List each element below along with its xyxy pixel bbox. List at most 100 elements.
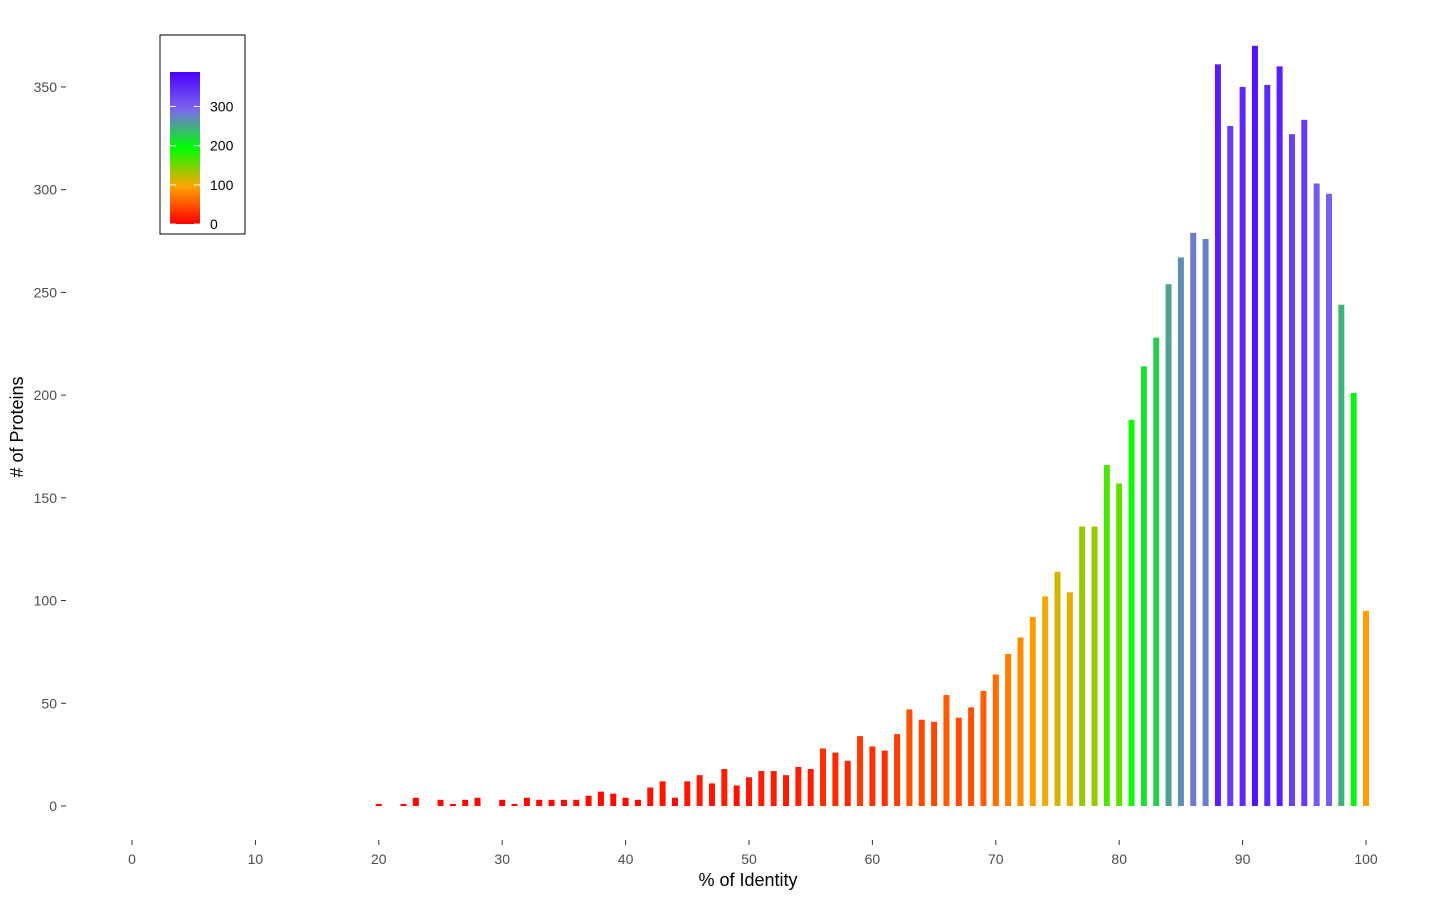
bar	[1177, 257, 1184, 806]
bar	[1190, 232, 1197, 806]
y-tick-label: 250	[34, 284, 58, 300]
bar	[375, 803, 382, 806]
x-axis-title: % of Identity	[698, 870, 797, 890]
bar	[1066, 592, 1073, 806]
bar	[1029, 616, 1036, 806]
bar	[1363, 610, 1369, 806]
bar	[610, 793, 617, 806]
x-tick-label: 80	[1111, 851, 1127, 867]
y-tick-label: 300	[34, 182, 58, 198]
x-tick-label: 70	[988, 851, 1004, 867]
bar	[783, 775, 790, 806]
bar	[708, 783, 715, 806]
bar	[1202, 238, 1209, 806]
bar	[1042, 596, 1049, 806]
x-tick-label: 0	[128, 851, 136, 867]
bar	[857, 736, 864, 806]
bar	[795, 766, 802, 806]
x-tick-label: 40	[618, 851, 634, 867]
bar	[1005, 653, 1012, 806]
bar	[992, 674, 999, 806]
bar	[1288, 134, 1295, 807]
bar	[918, 719, 925, 806]
x-tick-label: 60	[865, 851, 881, 867]
x-tick-label: 10	[248, 851, 264, 867]
bar	[536, 799, 543, 806]
bar	[832, 752, 839, 806]
bar	[499, 799, 506, 806]
bar	[1091, 526, 1098, 806]
bar	[770, 771, 777, 806]
bar	[894, 734, 901, 806]
colorbar-label: 0	[210, 216, 218, 232]
bar	[437, 799, 444, 806]
bar	[400, 803, 407, 806]
bar	[647, 787, 654, 806]
bar	[1140, 366, 1147, 806]
x-tick-label: 100	[1354, 851, 1378, 867]
bar	[820, 748, 827, 806]
bar	[943, 695, 950, 806]
bar	[881, 750, 888, 806]
bar	[462, 799, 469, 806]
bar	[1264, 84, 1271, 807]
bar	[955, 717, 962, 806]
colorbar-label: 300	[210, 98, 234, 114]
bar	[560, 799, 567, 806]
bar	[585, 795, 592, 806]
bar	[684, 781, 691, 806]
bar	[548, 799, 555, 806]
bar	[1301, 119, 1308, 806]
bar	[1116, 483, 1123, 806]
bar	[1079, 526, 1086, 806]
bar	[1214, 64, 1221, 806]
bar	[597, 791, 604, 806]
bar	[659, 781, 666, 806]
bar	[1128, 419, 1135, 806]
bar	[931, 721, 938, 806]
bar	[696, 775, 703, 806]
bar	[906, 709, 913, 806]
bar	[758, 771, 765, 806]
bar	[844, 760, 851, 806]
bar	[523, 797, 530, 806]
bar	[1338, 304, 1345, 806]
bar	[968, 707, 975, 806]
bar	[1227, 125, 1234, 806]
bar	[1325, 193, 1332, 806]
bar	[1239, 86, 1246, 807]
x-tick-label: 20	[371, 851, 387, 867]
y-tick-label: 50	[41, 695, 57, 711]
bar	[412, 797, 419, 806]
bar	[1350, 393, 1357, 806]
bar	[671, 797, 678, 806]
y-tick-label: 350	[34, 79, 58, 95]
bar	[1017, 637, 1024, 806]
y-tick-label: 150	[34, 490, 58, 506]
y-tick-label: 200	[34, 387, 58, 403]
x-axis: 0 10 20 30 40 50 60 70 80 90 100	[128, 840, 1378, 867]
bar	[622, 797, 629, 806]
bar	[1251, 45, 1258, 806]
x-tick-label: 50	[741, 851, 757, 867]
bar	[746, 777, 752, 806]
y-tick-label: 0	[49, 798, 57, 814]
bar	[980, 690, 987, 806]
x-tick-label: 90	[1235, 851, 1251, 867]
y-axis: 0 50 100 150 200 250 300 350	[34, 79, 66, 814]
y-tick-label: 100	[34, 593, 58, 609]
colorbar-label: 100	[210, 177, 234, 193]
bar	[721, 769, 728, 806]
bar	[807, 769, 814, 806]
bar	[634, 799, 641, 806]
colorbar-ticks: 0 100 200 300	[170, 98, 234, 232]
colorbar-label: 200	[210, 138, 234, 154]
x-tick-label: 30	[494, 851, 510, 867]
bar	[869, 746, 876, 806]
bar	[733, 785, 740, 806]
bar	[1153, 337, 1160, 806]
bar	[1054, 571, 1061, 806]
bar	[1313, 183, 1320, 806]
bar	[1103, 464, 1110, 806]
